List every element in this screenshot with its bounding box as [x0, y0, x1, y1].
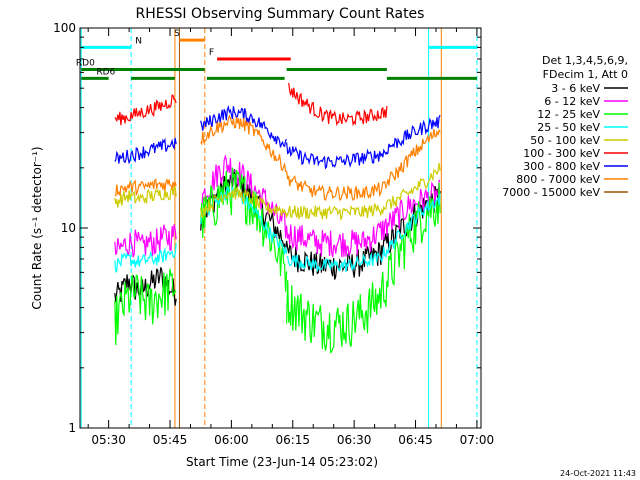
series-6-segment-3 — [386, 114, 441, 155]
series-3-segment-2 — [286, 193, 441, 272]
x-tick-label: 05:45 — [153, 433, 188, 447]
state-label-n: N — [135, 36, 142, 46]
legend-label: 7000 - 15000 keV — [502, 186, 600, 199]
state-label-s: S — [174, 29, 180, 39]
series-7-segment-2 — [286, 171, 388, 202]
count-rate-series — [114, 82, 441, 354]
x-tick-label: 06:45 — [398, 433, 433, 447]
state-label-f: F — [209, 48, 214, 58]
x-axis-label: Start Time (23-Jun-14 05:23:02) — [186, 455, 378, 469]
legend-label: 3 - 6 keV — [551, 82, 600, 95]
series-7-segment-3 — [386, 128, 441, 186]
x-tick-label: 06:30 — [337, 433, 372, 447]
legend-label: 800 - 7000 keV — [516, 173, 600, 186]
y-tick-label: 100 — [53, 21, 76, 35]
x-tick-label: 07:00 — [460, 433, 495, 447]
series-5-segment-0 — [114, 94, 177, 126]
series-0-segment-0 — [114, 267, 177, 306]
y-axis-ticks: 1 10 100 — [53, 21, 481, 435]
legend-header-line: Det 1,3,4,5,6,9, — [542, 54, 628, 67]
legend-label: 6 - 12 keV — [544, 95, 600, 108]
series-1-segment-2 — [286, 179, 441, 258]
legend: Det 1,3,4,5,6,9,FDecim 1, Att 03 - 6 keV… — [502, 54, 628, 199]
y-axis-label: Count Rate (s⁻¹ detector⁻¹) — [30, 146, 44, 309]
series-1-segment-1 — [200, 154, 288, 239]
legend-header-line: FDecim 1, Att 0 — [543, 68, 628, 81]
series-5-segment-1 — [288, 82, 388, 127]
x-tick-label: 06:00 — [214, 433, 249, 447]
legend-label: 300 - 800 keV — [523, 160, 600, 173]
series-2-segment-0 — [114, 268, 177, 346]
x-tick-label: 05:30 — [91, 433, 126, 447]
y-tick-label: 1 — [68, 421, 76, 435]
series-1-segment-0 — [114, 224, 177, 258]
series-3-segment-1 — [200, 185, 288, 255]
legend-label: 25 - 50 keV — [537, 121, 600, 134]
series-2-segment-2 — [286, 182, 441, 354]
state-label-rd6: RD6 — [96, 67, 115, 77]
legend-label: 12 - 25 keV — [537, 108, 600, 121]
legend-label: 100 - 300 keV — [523, 147, 600, 160]
x-axis-ticks: 05:30 05:45 06:00 06:15 06:30 06:45 07:00 — [87, 28, 495, 447]
series-4-segment-1 — [200, 185, 288, 219]
series-2-segment-1 — [200, 167, 288, 292]
series-7-segment-0 — [114, 177, 177, 197]
series-3-segment-0 — [114, 243, 177, 274]
series-0-segment-2 — [286, 185, 441, 280]
chart-title: RHESSI Observing Summary Count Rates — [136, 6, 425, 22]
series-4-segment-2 — [286, 162, 441, 221]
series-4-segment-0 — [114, 184, 177, 208]
timestamp-footer: 24-Oct-2021 11:43 — [560, 469, 636, 478]
legend-label: 50 - 100 keV — [530, 134, 600, 147]
series-6-segment-2 — [286, 142, 388, 170]
series-6-segment-0 — [114, 137, 177, 165]
series-7-segment-1 — [200, 114, 287, 172]
y-tick-label: 10 — [61, 221, 76, 235]
x-tick-label: 06:15 — [275, 433, 310, 447]
state-label-rd0: RD0 — [76, 59, 95, 69]
